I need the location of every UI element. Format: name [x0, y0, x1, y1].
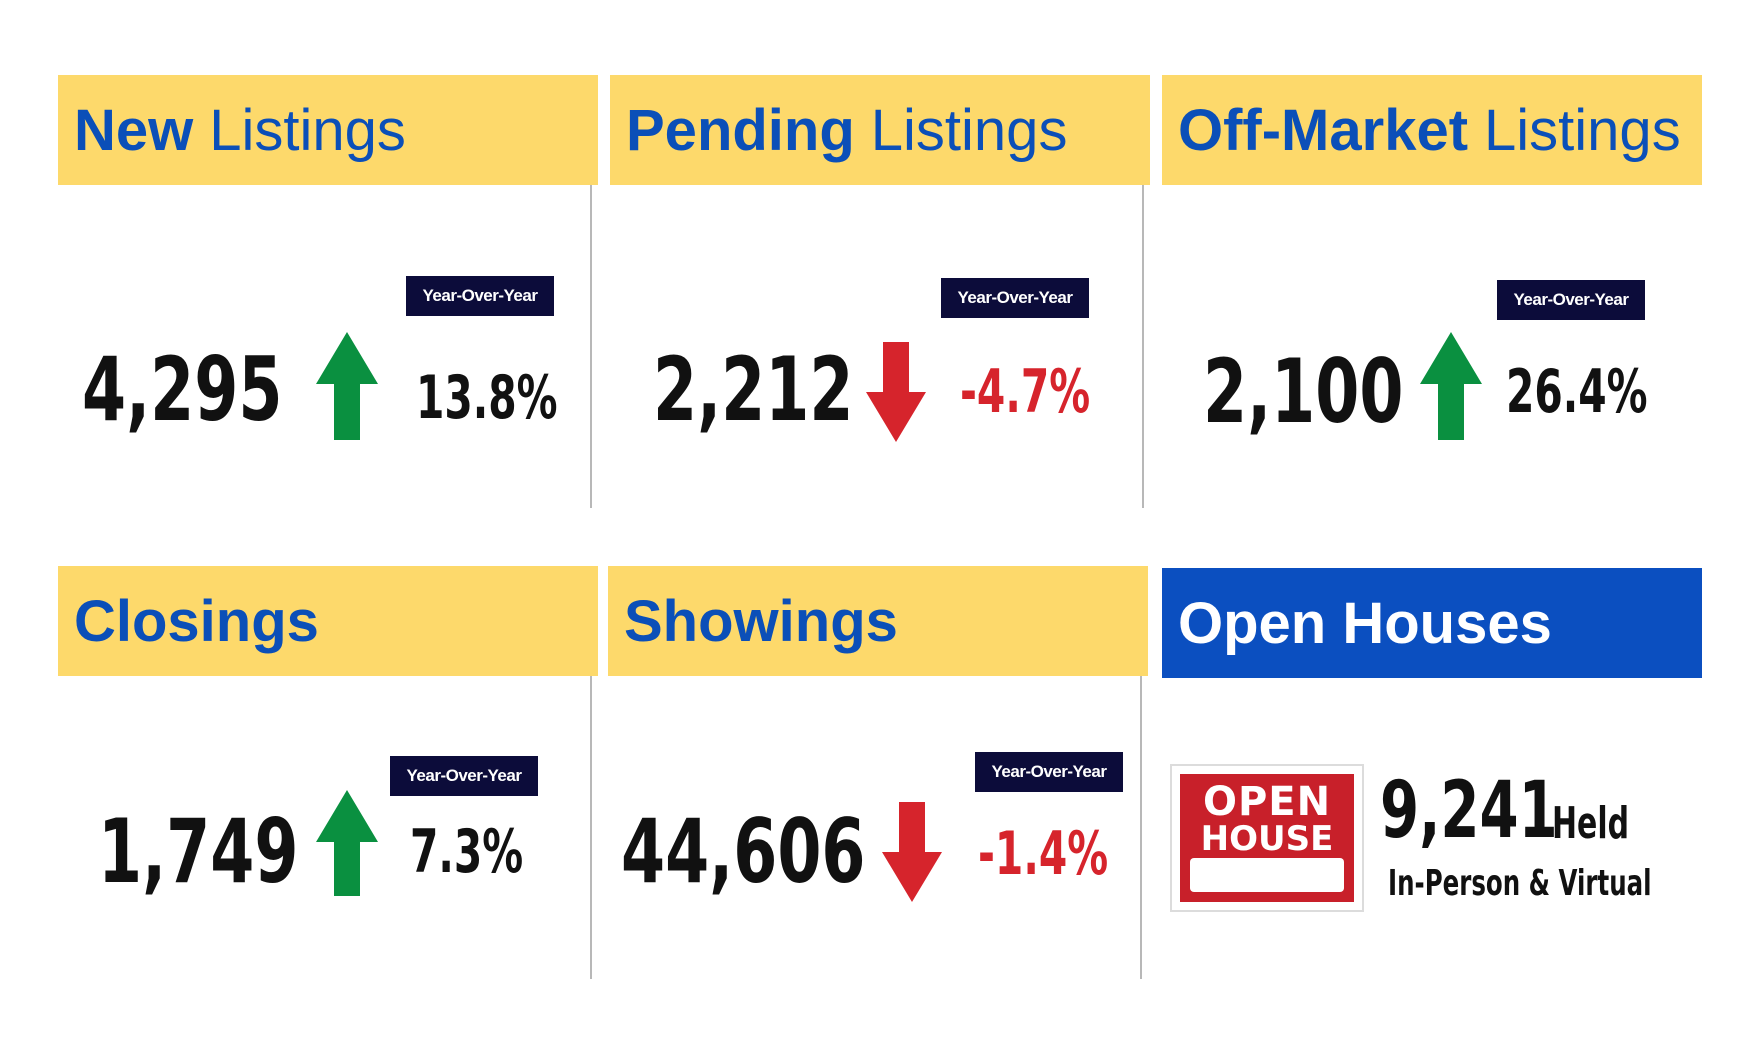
header-title-regular: Listings [209, 97, 406, 163]
sign-blank-panel [1190, 858, 1344, 892]
pending-listings-header: Pending Listings [610, 75, 1150, 185]
off-market-listings-card: Off-Market Listings [1162, 75, 1702, 185]
year-over-year-badge: Year-Over-Year [390, 756, 538, 796]
open-house-sign-icon: OPEN HOUSE [1170, 764, 1364, 912]
pending-listings-change: -4.7% [960, 357, 1091, 427]
arrow-down-icon [882, 802, 942, 902]
closings-value: 1,749 [98, 800, 299, 903]
sign-text-line2: HOUSE [1200, 819, 1334, 859]
open-houses-header: Open Houses [1162, 568, 1702, 678]
header-title-bold: Off-Market [1178, 97, 1469, 163]
header-title-bold: Closings [74, 588, 319, 654]
closings-header: Closings [58, 566, 598, 676]
showings-change: -1.4% [978, 819, 1109, 889]
showings-card: Showings [608, 566, 1148, 676]
header-title-bold: Pending [626, 97, 855, 163]
header-title-bold: New [74, 97, 194, 163]
open-houses-subtitle: In-Person & Virtual [1388, 863, 1652, 904]
header-title-regular: Listings [870, 97, 1068, 163]
open-houses-card: Open Houses [1162, 568, 1702, 678]
pending-listings-value: 2,212 [653, 338, 854, 441]
off-market-listings-change: 26.4% [1506, 357, 1648, 427]
header-title-regular: Listings [1484, 97, 1681, 163]
column-divider [1142, 185, 1144, 508]
open-houses-held-label: Held [1552, 798, 1630, 849]
year-over-year-badge: Year-Over-Year [941, 278, 1089, 318]
header-title: Open Houses [1178, 590, 1552, 656]
column-divider [590, 676, 592, 979]
closings-card: Closings [58, 566, 598, 676]
year-over-year-badge: Year-Over-Year [406, 276, 554, 316]
new-listings-card: New Listings [58, 75, 598, 185]
column-divider [590, 185, 592, 508]
off-market-listings-header: Off-Market Listings [1162, 75, 1702, 185]
new-listings-value: 4,295 [82, 338, 283, 441]
arrow-down-icon [866, 342, 926, 442]
sign-text-line1: OPEN [1202, 779, 1332, 825]
column-divider [1140, 676, 1142, 979]
arrow-up-icon [316, 332, 378, 440]
header-title-bold: Showings [624, 588, 898, 654]
closings-change: 7.3% [410, 817, 524, 887]
arrow-up-icon [1420, 332, 1482, 440]
pending-listings-card: Pending Listings [610, 75, 1150, 185]
showings-value: 44,606 [621, 800, 866, 903]
off-market-listings-value: 2,100 [1203, 340, 1404, 443]
arrow-up-icon [316, 790, 378, 896]
open-houses-value: 9,241 [1380, 766, 1558, 856]
new-listings-header: New Listings [58, 75, 598, 185]
new-listings-change: 13.8% [416, 363, 558, 433]
showings-header: Showings [608, 566, 1148, 676]
year-over-year-badge: Year-Over-Year [1497, 280, 1645, 320]
year-over-year-badge: Year-Over-Year [975, 752, 1123, 792]
